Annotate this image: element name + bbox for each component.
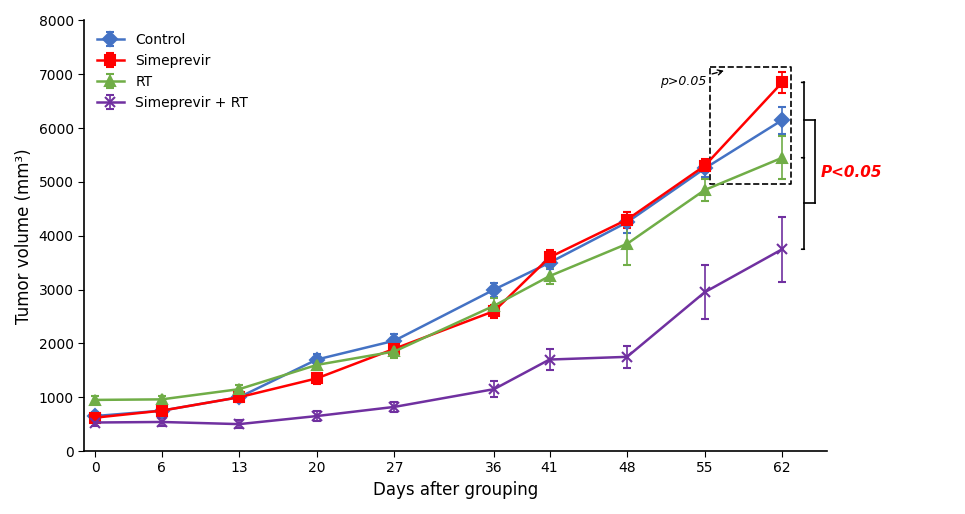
X-axis label: Days after grouping: Days after grouping [372, 481, 538, 499]
Text: P<0.05: P<0.05 [821, 165, 882, 180]
Text: p>0.05: p>0.05 [660, 70, 723, 88]
Y-axis label: Tumor volume (mm³): Tumor volume (mm³) [15, 148, 33, 324]
Legend: Control, Simeprevir, RT, Simeprevir + RT: Control, Simeprevir, RT, Simeprevir + RT [91, 27, 254, 115]
